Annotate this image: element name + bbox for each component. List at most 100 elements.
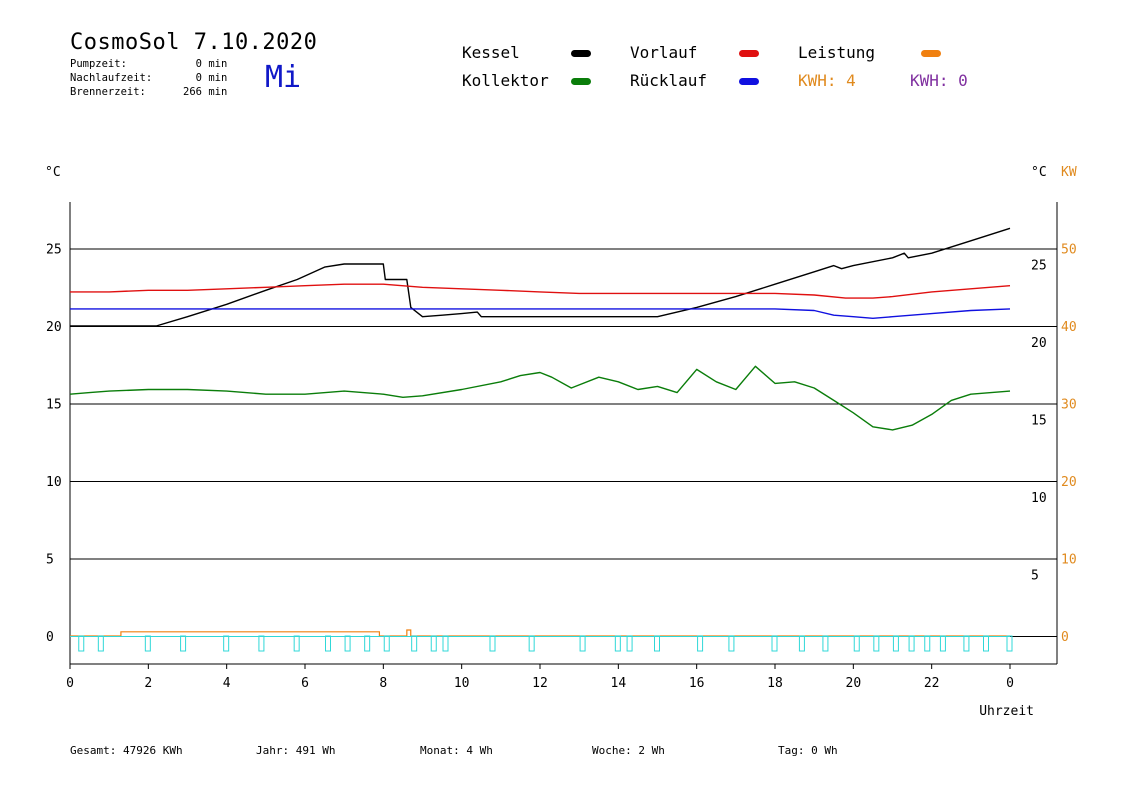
footer-label: Woche: (592, 744, 632, 757)
series-leistung (70, 629, 1010, 637)
stat-unit: min (208, 72, 228, 84)
y-tick-label-right-temp: 15 (1031, 414, 1047, 429)
legend-ruecklauf-swatch (739, 78, 759, 85)
footer-woche: Woche: 2 Wh (592, 744, 665, 757)
status-mark (892, 635, 899, 652)
x-tick-label: 4 (223, 676, 231, 691)
status-mark (180, 635, 187, 652)
status-mark (654, 635, 660, 652)
stat-unit: min (208, 58, 228, 70)
stat-label: Nachlaufzeit: (70, 72, 153, 84)
status-mark (223, 635, 230, 652)
footer-label: Jahr: (256, 744, 290, 757)
status-mark (344, 635, 351, 652)
status-mark (626, 635, 633, 652)
y-tick-label-power: 30 (1061, 398, 1077, 413)
y-tick-label-power: 40 (1061, 320, 1077, 335)
x-tick-label: 18 (767, 676, 783, 691)
stat-pumpzeit: Pumpzeit: 0 min (70, 58, 227, 70)
footer-value: 47926 KWh (122, 744, 183, 757)
y-axis-unit-power: KW (1061, 165, 1077, 180)
footer-value: 491 Wh (295, 744, 336, 757)
status-mark (579, 635, 586, 652)
status-mark (924, 635, 931, 652)
weekday-label: Mi (265, 60, 302, 95)
y-tick-label-right-temp: 20 (1031, 336, 1047, 351)
legend-kessel-label: Kessel (462, 43, 520, 62)
status-mark (528, 635, 535, 652)
footer-value: 4 Wh (466, 744, 493, 757)
legend-leistung-label: Leistung (798, 43, 876, 62)
x-tick-label: 14 (611, 676, 627, 691)
legend-kessel-swatch (571, 50, 591, 57)
footer-value: 0 Wh (811, 744, 838, 757)
status-mark (728, 635, 735, 652)
status-mark (383, 635, 390, 652)
y-tick-label-right-temp: 5 (1031, 569, 1039, 584)
kwh-burner-label: KWH: 0 (910, 71, 968, 90)
y-tick-label-right-temp: 10 (1031, 491, 1047, 506)
status-mark (430, 635, 437, 652)
series-kollektor (69, 365, 1011, 431)
status-mark (798, 635, 805, 652)
status-mark (853, 635, 860, 652)
stat-nachlaufzeit: Nachlaufzeit: 0 min (70, 72, 227, 84)
x-tick-label: 22 (924, 676, 940, 691)
kwh-solar-label: KWH: 4 (798, 71, 856, 90)
x-tick-label: 8 (379, 676, 387, 691)
y-tick-label-power: 0 (1061, 630, 1069, 645)
series-kessel (70, 227, 1011, 327)
status-mark (939, 635, 946, 652)
status-mark (908, 635, 915, 652)
stat-label: Brennerzeit: (70, 86, 146, 98)
stat-label: Pumpzeit: (70, 58, 127, 70)
x-tick-label: 16 (689, 676, 705, 691)
y-axis-unit-right-temp: °C (1031, 165, 1047, 180)
status-mark (614, 635, 621, 652)
x-axis-title: Uhrzeit (979, 704, 1034, 719)
status-mark (771, 635, 778, 652)
footer-label: Monat: (420, 744, 460, 757)
page-title: CosmoSol 7.10.2020 (70, 30, 318, 55)
x-tick-label: 6 (301, 676, 309, 691)
status-mark (325, 635, 331, 652)
legend-vorlauf-swatch (739, 50, 759, 57)
legend-vorlauf-label: Vorlauf (630, 43, 698, 62)
x-tick-label: 2 (144, 676, 152, 691)
status-mark (78, 635, 85, 652)
y-tick-label-power: 50 (1061, 243, 1077, 258)
series-ruecklauf (70, 308, 1011, 319)
stat-brennerzeit: Brennerzeit: 266 min (70, 86, 227, 98)
status-mark (983, 635, 989, 652)
status-mark (697, 635, 704, 652)
x-tick-label: 20 (846, 676, 862, 691)
y-tick-label-left: 20 (46, 320, 62, 335)
stat-value: 0 (195, 72, 202, 84)
y-tick-label-left: 5 (46, 553, 54, 568)
status-mark (442, 635, 449, 652)
x-tick-label: 0 (1006, 676, 1014, 691)
y-tick-label-power: 10 (1061, 553, 1077, 568)
footer-monat: Monat: 4 Wh (420, 744, 493, 757)
status-mark (97, 635, 104, 652)
y-tick-label-left: 15 (46, 398, 62, 413)
status-mark (489, 635, 496, 652)
footer-jahr: Jahr: 491 Wh (256, 744, 336, 757)
x-tick-label: 12 (532, 676, 548, 691)
legend-ruecklauf-label: Rücklauf (630, 71, 708, 90)
legend-leistung-swatch (921, 50, 941, 57)
y-tick-label-power: 20 (1061, 475, 1077, 490)
x-tick-label: 0 (66, 676, 74, 691)
y-axis-unit-left: °C (45, 165, 61, 180)
status-mark (873, 635, 880, 652)
stat-value: 266 (183, 86, 202, 98)
footer-label: Tag: (778, 744, 805, 757)
footer-tag: Tag: 0 Wh (778, 744, 838, 757)
y-tick-label-left: 25 (46, 243, 62, 258)
footer-gesamt: Gesamt: 47926 KWh (70, 744, 183, 757)
x-tick-label: 10 (454, 676, 470, 691)
status-mark (258, 635, 265, 652)
status-mark (411, 635, 418, 652)
y-tick-label-left: 0 (46, 630, 54, 645)
